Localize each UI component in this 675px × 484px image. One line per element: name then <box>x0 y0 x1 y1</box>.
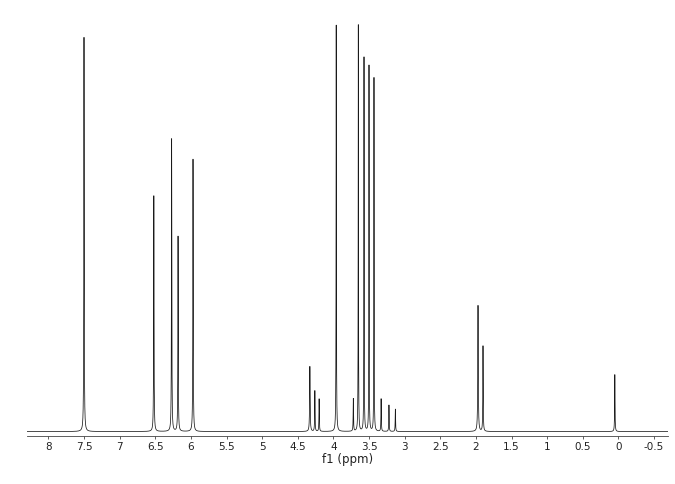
X-axis label: f1 (ppm): f1 (ppm) <box>322 453 373 466</box>
